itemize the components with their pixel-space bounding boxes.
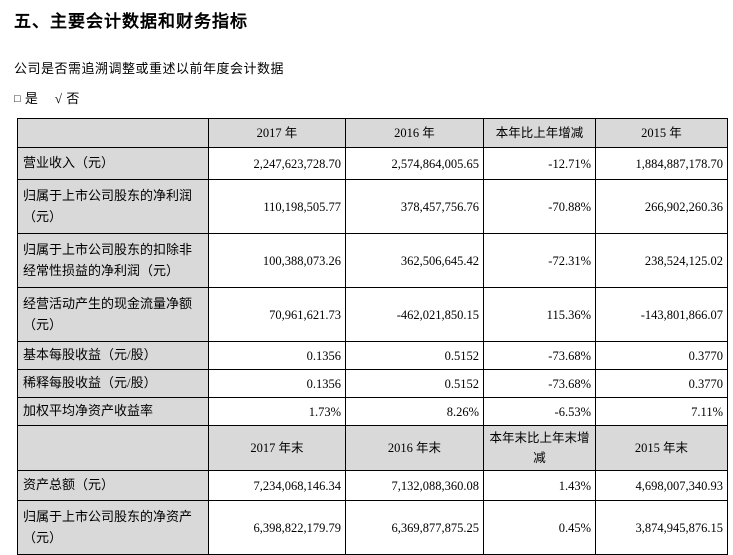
table-row-operating-cash-flow: 经营活动产生的现金流量净额（元） 70,961,621.73 -462,021,… <box>17 287 728 342</box>
restatement-question: 公司是否需追溯调整或重述以前年度会计数据 <box>14 61 285 76</box>
value-cell: -73.68% <box>483 369 596 398</box>
value-cell: 0.1356 <box>208 341 346 370</box>
col-header-yoy-change: 本年比上年增减 <box>483 118 596 148</box>
col-header-2016: 2016 年 <box>345 118 484 148</box>
table-row-net-profit: 归属于上市公司股东的净利润（元） 110,198,505.77 378,457,… <box>17 179 728 234</box>
col-header-2015: 2015 年 <box>595 118 728 148</box>
row-header-cell: 归属于上市公司股东的净资产（元） <box>17 500 209 555</box>
value-cell: -6.53% <box>483 397 596 426</box>
value-cell: -70.88% <box>483 179 596 234</box>
table-row-weighted-avg-roe: 加权平均净资产收益率 1.73% 8.26% -6.53% 7.11% <box>17 397 728 426</box>
value-cell: 6,398,822,179.79 <box>208 500 346 555</box>
value-cell: 0.1356 <box>208 369 346 398</box>
value-cell: 2,247,623,728.70 <box>208 147 346 180</box>
table-row-basic-eps: 基本每股收益（元/股） 0.1356 0.5152 -73.68% 0.3770 <box>17 341 728 370</box>
value-cell: 7.11% <box>595 397 728 426</box>
value-cell: 4,698,007,340.93 <box>595 470 728 501</box>
option-yes-label: 是 <box>24 91 39 106</box>
value-cell: 1,884,887,178.70 <box>595 147 728 180</box>
value-cell: 6,369,877,875.25 <box>345 500 484 555</box>
row-header-cell: 营业收入（元） <box>17 147 209 180</box>
value-cell: -73.68% <box>483 341 596 370</box>
col-header-2015-end: 2015 年末 <box>595 425 728 471</box>
value-cell: 266,902,260.36 <box>595 179 728 234</box>
table-row-revenue: 营业收入（元） 2,247,623,728.70 2,574,864,005.6… <box>17 147 728 180</box>
col-header-2016-end: 2016 年末 <box>345 425 484 471</box>
value-cell: 1.73% <box>208 397 346 426</box>
col-header-2017: 2017 年 <box>208 118 346 148</box>
table-header-row-year-end: 2017 年末 2016 年末 本年末比上年末增减 2015 年末 <box>17 425 728 471</box>
page-title: 五、主要会计数据和财务指标 <box>14 12 248 31</box>
value-cell: 1.43% <box>483 470 596 501</box>
value-cell: 110,198,505.77 <box>208 179 346 234</box>
row-header-cell: 加权平均净资产收益率 <box>17 397 209 426</box>
table-row-diluted-eps: 稀释每股收益（元/股） 0.1356 0.5152 -73.68% 0.3770 <box>17 369 728 398</box>
option-no-label: 否 <box>66 91 80 106</box>
value-cell: 0.5152 <box>345 369 484 398</box>
checkbox-unchecked-icon: □ <box>14 93 22 105</box>
value-cell: 115.36% <box>483 287 596 342</box>
value-cell: 378,457,756.76 <box>345 179 484 234</box>
value-cell: 0.45% <box>483 500 596 555</box>
table-row-total-assets: 资产总额（元） 7,234,068,146.34 7,132,088,360.0… <box>17 470 728 501</box>
row-header-cell: 基本每股收益（元/股） <box>17 341 209 370</box>
value-cell: 7,234,068,146.34 <box>208 470 346 501</box>
value-cell: 8.26% <box>345 397 484 426</box>
checkmark-icon: √ <box>54 91 63 106</box>
value-cell: 70,961,621.73 <box>208 287 346 342</box>
value-cell: 2,574,864,005.65 <box>345 147 484 180</box>
table-row-net-assets: 归属于上市公司股东的净资产（元） 6,398,822,179.79 6,369,… <box>17 500 728 555</box>
table-header-row-annual: 2017 年 2016 年 本年比上年增减 2015 年 <box>17 118 728 148</box>
value-cell: 238,524,125.02 <box>595 233 728 288</box>
value-cell: -462,021,850.15 <box>345 287 484 342</box>
value-cell: 100,388,073.26 <box>208 233 346 288</box>
col-header-empty <box>17 425 209 471</box>
value-cell: 0.5152 <box>345 341 484 370</box>
value-cell: 362,506,645.42 <box>345 233 484 288</box>
value-cell: 0.3770 <box>595 369 728 398</box>
col-header-2017-end: 2017 年末 <box>208 425 346 471</box>
value-cell: -72.31% <box>483 233 596 288</box>
row-header-cell: 稀释每股收益（元/股） <box>17 369 209 398</box>
value-cell: -143,801,866.07 <box>595 287 728 342</box>
financial-indicators-table: 2017 年 2016 年 本年比上年增减 2015 年 营业收入（元） 2,2… <box>17 118 728 555</box>
value-cell: 7,132,088,360.08 <box>345 470 484 501</box>
row-header-cell: 归属于上市公司股东的净利润（元） <box>17 179 209 234</box>
col-header-year-end-change: 本年末比上年末增减 <box>483 425 596 471</box>
value-cell: -12.71% <box>483 147 596 180</box>
row-header-cell: 归属于上市公司股东的扣除非经常性损益的净利润（元） <box>17 233 209 288</box>
restatement-options: □ 是 √ 否 <box>14 88 733 107</box>
value-cell: 3,874,945,876.15 <box>595 500 728 555</box>
col-header-empty <box>17 118 209 148</box>
row-header-cell: 经营活动产生的现金流量净额（元） <box>17 287 209 342</box>
table-row-net-profit-excl-nonrecurring: 归属于上市公司股东的扣除非经常性损益的净利润（元） 100,388,073.26… <box>17 233 728 288</box>
row-header-cell: 资产总额（元） <box>17 470 209 501</box>
value-cell: 0.3770 <box>595 341 728 370</box>
